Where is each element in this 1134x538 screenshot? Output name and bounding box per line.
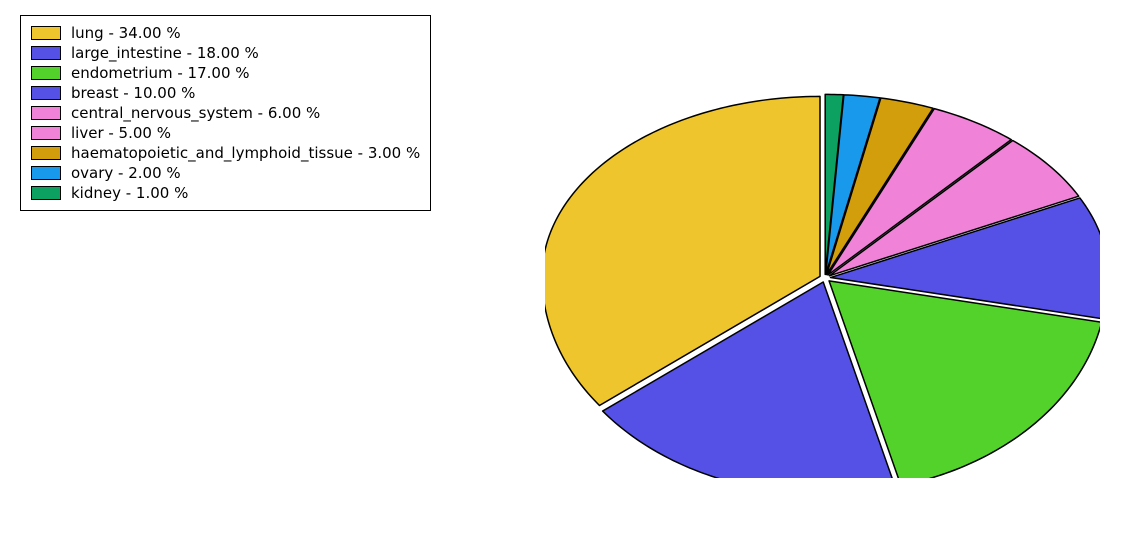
legend-item: haematopoietic_and_lymphoid_tissue - 3.0… xyxy=(31,144,420,162)
legend-item: central_nervous_system - 6.00 % xyxy=(31,104,420,122)
legend-swatch xyxy=(31,186,61,200)
legend-label: breast - 10.00 % xyxy=(71,84,195,102)
legend-item: endometrium - 17.00 % xyxy=(31,64,420,82)
legend-label: endometrium - 17.00 % xyxy=(71,64,250,82)
legend-label: central_nervous_system - 6.00 % xyxy=(71,104,320,122)
legend-swatch xyxy=(31,146,61,160)
pie-chart-container xyxy=(545,78,1100,478)
legend-swatch xyxy=(31,166,61,180)
legend-swatch xyxy=(31,66,61,80)
legend-label: kidney - 1.00 % xyxy=(71,184,188,202)
legend-swatch xyxy=(31,106,61,120)
legend-label: ovary - 2.00 % xyxy=(71,164,181,182)
legend-swatch xyxy=(31,46,61,60)
legend-item: ovary - 2.00 % xyxy=(31,164,420,182)
legend-swatch xyxy=(31,26,61,40)
legend-box: lung - 34.00 % large_intestine - 18.00 % e… xyxy=(20,15,431,211)
legend-item: breast - 10.00 % xyxy=(31,84,420,102)
legend-swatch xyxy=(31,86,61,100)
legend-label: haematopoietic_and_lymphoid_tissue - 3.0… xyxy=(71,144,420,162)
legend-label: large_intestine - 18.00 % xyxy=(71,44,259,62)
legend-label: lung - 34.00 % xyxy=(71,24,181,42)
legend-item: kidney - 1.00 % xyxy=(31,184,420,202)
legend-item: lung - 34.00 % xyxy=(31,24,420,42)
legend-label: liver - 5.00 % xyxy=(71,124,171,142)
legend-item: large_intestine - 18.00 % xyxy=(31,44,420,62)
legend-swatch xyxy=(31,126,61,140)
pie-chart xyxy=(545,78,1100,478)
legend-item: liver - 5.00 % xyxy=(31,124,420,142)
